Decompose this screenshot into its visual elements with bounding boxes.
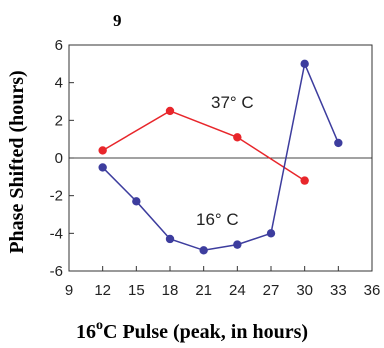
x-tick-label: 24 <box>229 282 246 299</box>
y-tick-label: -6 <box>50 263 63 280</box>
x-tick-label: 27 <box>263 282 280 299</box>
x-tick-label: 9 <box>65 282 73 299</box>
x-axis-title-degree: o <box>96 318 103 333</box>
x-axis-title-prefix: 16 <box>76 321 96 343</box>
y-tick-label: 6 <box>55 37 63 54</box>
y-axis-title: Phase Shifted (hours) <box>6 70 28 253</box>
data-point-series-1 <box>199 246 208 255</box>
y-tick-label: 0 <box>55 150 63 167</box>
y-tick-label: 2 <box>55 112 63 129</box>
data-point-series-1 <box>165 234 175 244</box>
x-tick-label: 33 <box>330 282 347 299</box>
series-label-16c: 16° C <box>196 210 239 229</box>
data-point-series-0 <box>233 133 242 142</box>
data-point-series-0 <box>98 146 107 155</box>
data-point-series-1 <box>132 197 141 206</box>
y-tick-label: -4 <box>50 225 63 242</box>
x-tick-label: 21 <box>195 282 212 299</box>
data-point-series-1 <box>266 229 276 238</box>
panel-label: 9 <box>113 11 122 30</box>
data-point-series-0 <box>300 176 309 185</box>
y-tick-label: -2 <box>50 188 63 205</box>
series-line-0 <box>102 110 306 182</box>
data-point-series-1 <box>300 59 309 69</box>
x-tick-label: 15 <box>128 282 145 299</box>
data-point-series-1 <box>334 138 343 148</box>
x-tick-label: 36 <box>364 282 381 299</box>
data-point-series-1 <box>233 240 242 249</box>
series-label-37c: 37° C <box>211 93 254 112</box>
y-tick-label: 4 <box>55 75 63 92</box>
x-axis-title-suffix: C Pulse (peak, in hours) <box>103 321 308 343</box>
data-point-series-0 <box>165 106 175 116</box>
x-tick-label: 12 <box>94 282 111 299</box>
data-point-series-1 <box>98 163 107 172</box>
series-line-1 <box>102 61 340 252</box>
x-tick-label: 30 <box>296 282 313 299</box>
x-axis-title: 16oC Pulse (peak, in hours) <box>76 318 308 343</box>
x-tick-label: 18 <box>162 282 179 299</box>
